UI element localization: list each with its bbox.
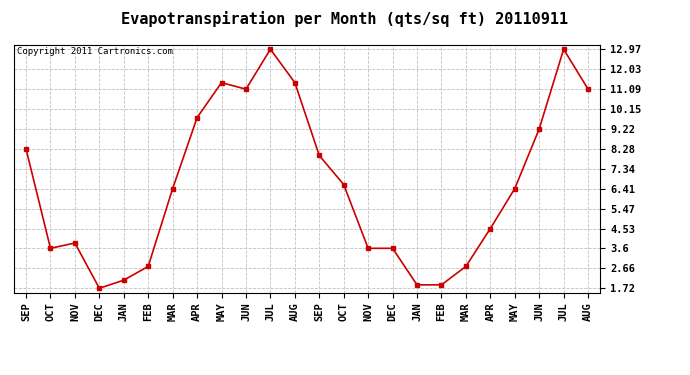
- Text: Evapotranspiration per Month (qts/sq ft) 20110911: Evapotranspiration per Month (qts/sq ft)…: [121, 11, 569, 27]
- Text: Copyright 2011 Cartronics.com: Copyright 2011 Cartronics.com: [17, 48, 172, 57]
